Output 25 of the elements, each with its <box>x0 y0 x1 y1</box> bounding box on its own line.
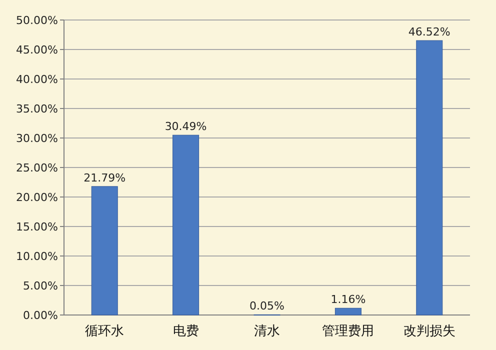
x-tick-label: 清水 <box>254 324 280 339</box>
x-tick-label: 循环水 <box>85 324 124 339</box>
y-tick-label: 40.00% <box>16 73 58 86</box>
bar <box>172 134 200 316</box>
data-label: 21.79% <box>84 171 126 184</box>
y-tick-label: 30.00% <box>16 132 58 145</box>
data-label: 0.05% <box>250 300 284 313</box>
y-tick-label: 20.00% <box>16 191 58 204</box>
y-tick-label: 5.00% <box>23 280 58 292</box>
y-tick-label: 45.00% <box>16 44 58 56</box>
data-label: 1.16% <box>330 293 366 306</box>
y-tick-label: 50.00% <box>16 14 58 27</box>
y-tick-label: 25.00% <box>16 162 58 174</box>
x-tick-label: 改判损失 <box>403 324 456 339</box>
x-tick-label: 管理费用 <box>322 324 374 339</box>
bar <box>334 308 362 316</box>
bar <box>91 186 118 316</box>
x-tick-label: 电费 <box>172 324 199 339</box>
y-tick-label: 10.00% <box>16 250 58 263</box>
y-tick-label: 15.00% <box>16 220 58 234</box>
data-label: 46.52% <box>408 26 450 39</box>
y-tick-label: 0.00% <box>23 309 58 322</box>
y-tick-label: 35.00% <box>16 102 58 116</box>
bar <box>416 40 443 316</box>
data-label: 30.49% <box>164 120 207 134</box>
